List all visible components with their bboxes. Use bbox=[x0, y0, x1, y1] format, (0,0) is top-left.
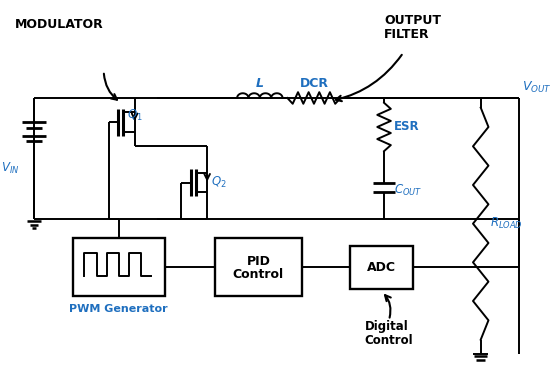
Text: OUTPUT
FILTER: OUTPUT FILTER bbox=[384, 14, 441, 41]
Text: $Q_1$: $Q_1$ bbox=[127, 108, 143, 123]
Text: PID: PID bbox=[246, 255, 270, 268]
Text: Digital
Control: Digital Control bbox=[365, 320, 413, 347]
Text: $Q_2$: $Q_2$ bbox=[211, 175, 226, 190]
Text: $C_{OUT}$: $C_{OUT}$ bbox=[393, 183, 422, 198]
Text: $R_{LOAD}$: $R_{LOAD}$ bbox=[491, 216, 523, 231]
Text: $V_{IN}$: $V_{IN}$ bbox=[1, 161, 19, 176]
Text: MODULATOR: MODULATOR bbox=[15, 18, 103, 31]
Text: $V_{OUT}$: $V_{OUT}$ bbox=[522, 80, 552, 95]
Text: ESR: ESR bbox=[393, 121, 420, 134]
Text: Control: Control bbox=[233, 268, 284, 282]
Bar bbox=[215, 238, 302, 296]
Text: PWM Generator: PWM Generator bbox=[69, 304, 168, 314]
Text: DCR: DCR bbox=[300, 77, 329, 90]
Text: L: L bbox=[256, 77, 264, 90]
Bar bbox=[73, 238, 165, 296]
Bar bbox=[350, 246, 413, 289]
Text: ADC: ADC bbox=[367, 261, 396, 274]
